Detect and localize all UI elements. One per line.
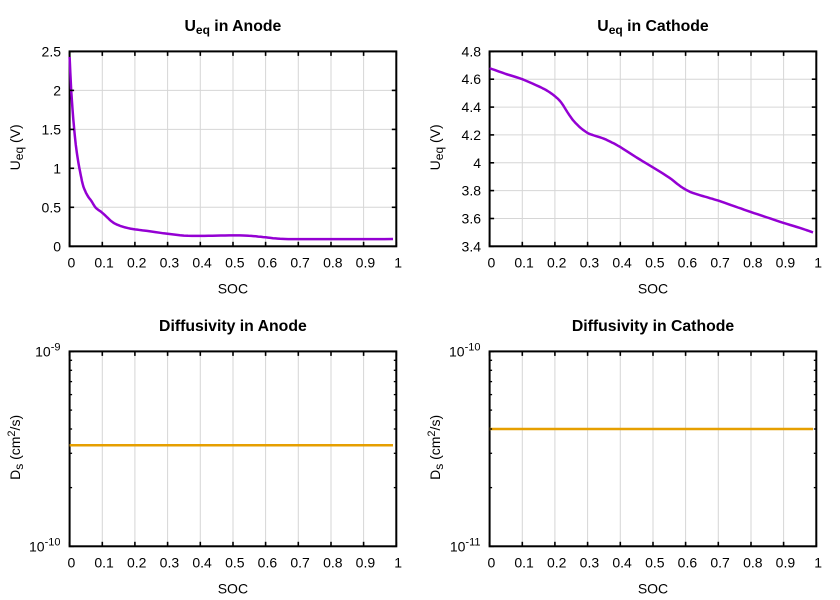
svg-text:Diffusivity in Anode: Diffusivity in Anode bbox=[159, 318, 307, 335]
svg-text:0.1: 0.1 bbox=[514, 254, 534, 270]
svg-text:0.8: 0.8 bbox=[323, 254, 343, 270]
svg-text:0.7: 0.7 bbox=[290, 254, 310, 270]
svg-text:0.7: 0.7 bbox=[710, 554, 730, 570]
svg-text:0.4: 0.4 bbox=[612, 554, 632, 570]
svg-text:0: 0 bbox=[68, 254, 76, 270]
svg-text:0: 0 bbox=[68, 554, 76, 570]
svg-text:1.5: 1.5 bbox=[42, 121, 62, 137]
svg-text:Ds (cm2/s): Ds (cm2/s) bbox=[426, 415, 445, 480]
svg-text:0.5: 0.5 bbox=[645, 554, 665, 570]
svg-text:0.3: 0.3 bbox=[160, 254, 180, 270]
svg-text:0.7: 0.7 bbox=[290, 554, 310, 570]
svg-text:SOC: SOC bbox=[218, 580, 248, 596]
svg-text:0.5: 0.5 bbox=[645, 254, 665, 270]
svg-text:0.1: 0.1 bbox=[94, 554, 114, 570]
svg-text:4.6: 4.6 bbox=[462, 71, 482, 87]
svg-text:Ueq (V): Ueq (V) bbox=[427, 124, 446, 170]
svg-text:SOC: SOC bbox=[218, 280, 248, 296]
svg-text:1: 1 bbox=[814, 254, 822, 270]
svg-text:1: 1 bbox=[394, 254, 402, 270]
svg-text:0.8: 0.8 bbox=[743, 254, 763, 270]
svg-text:0.4: 0.4 bbox=[612, 254, 632, 270]
svg-text:1: 1 bbox=[53, 160, 61, 176]
svg-text:4.8: 4.8 bbox=[462, 43, 482, 59]
svg-text:0.2: 0.2 bbox=[127, 254, 147, 270]
svg-text:0.3: 0.3 bbox=[160, 554, 180, 570]
svg-text:0: 0 bbox=[488, 554, 496, 570]
svg-text:0.8: 0.8 bbox=[323, 554, 343, 570]
svg-text:0.7: 0.7 bbox=[710, 254, 730, 270]
svg-text:0.6: 0.6 bbox=[258, 554, 278, 570]
svg-text:SOC: SOC bbox=[638, 280, 668, 296]
svg-text:0.8: 0.8 bbox=[743, 554, 763, 570]
svg-text:3.8: 3.8 bbox=[462, 183, 482, 199]
svg-text:2.5: 2.5 bbox=[42, 43, 62, 59]
svg-text:0.5: 0.5 bbox=[225, 254, 245, 270]
svg-text:0.5: 0.5 bbox=[42, 199, 62, 215]
svg-text:0.5: 0.5 bbox=[225, 554, 245, 570]
svg-text:0.3: 0.3 bbox=[580, 254, 600, 270]
svg-text:0: 0 bbox=[488, 254, 496, 270]
svg-text:3.4: 3.4 bbox=[462, 238, 482, 254]
svg-text:Diffusivity in Cathode: Diffusivity in Cathode bbox=[572, 318, 735, 335]
svg-text:0.1: 0.1 bbox=[94, 254, 114, 270]
svg-text:0.3: 0.3 bbox=[580, 554, 600, 570]
svg-text:0.4: 0.4 bbox=[192, 254, 212, 270]
svg-text:0: 0 bbox=[53, 238, 61, 254]
svg-text:SOC: SOC bbox=[638, 580, 668, 596]
svg-text:0.9: 0.9 bbox=[356, 254, 376, 270]
svg-text:0.6: 0.6 bbox=[678, 554, 698, 570]
svg-text:2: 2 bbox=[53, 82, 61, 98]
svg-text:4: 4 bbox=[473, 155, 481, 171]
svg-text:0.4: 0.4 bbox=[192, 554, 212, 570]
svg-text:0.9: 0.9 bbox=[776, 254, 796, 270]
svg-text:3.6: 3.6 bbox=[462, 211, 482, 227]
svg-text:Ds (cm2/s): Ds (cm2/s) bbox=[6, 415, 25, 480]
svg-text:0.9: 0.9 bbox=[356, 554, 376, 570]
svg-text:0.6: 0.6 bbox=[258, 254, 278, 270]
svg-text:0.6: 0.6 bbox=[678, 254, 698, 270]
svg-text:Ueq in Anode: Ueq in Anode bbox=[184, 18, 281, 37]
svg-text:0.2: 0.2 bbox=[547, 554, 567, 570]
svg-text:4.4: 4.4 bbox=[462, 99, 482, 115]
svg-text:1: 1 bbox=[814, 554, 822, 570]
svg-text:4.2: 4.2 bbox=[462, 127, 482, 143]
svg-text:0.2: 0.2 bbox=[127, 554, 147, 570]
svg-text:0.1: 0.1 bbox=[514, 554, 534, 570]
svg-text:Ueq (V): Ueq (V) bbox=[7, 124, 26, 170]
svg-text:Ueq in Cathode: Ueq in Cathode bbox=[597, 18, 709, 37]
svg-text:0.9: 0.9 bbox=[776, 554, 796, 570]
svg-text:1: 1 bbox=[394, 554, 402, 570]
svg-text:0.2: 0.2 bbox=[547, 254, 567, 270]
